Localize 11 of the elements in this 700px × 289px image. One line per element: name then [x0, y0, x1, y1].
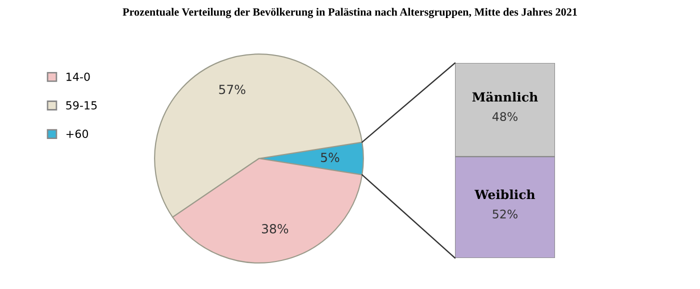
data-label: 5%	[321, 152, 340, 162]
data-label: 38%	[262, 224, 288, 234]
data-label: 48%	[492, 112, 518, 122]
series-label: Weiblich	[474, 190, 536, 200]
data-label: 57%	[219, 84, 246, 94]
series-label: Männlich	[472, 92, 538, 102]
chart-title: Prozentuale Verteilung der Bevölkerung in Palästina nach Altersgruppen, Mitte des Jahres 2021	[122, 8, 577, 18]
legend-label: 59-15	[66, 101, 97, 110]
legend-label: 14-0	[66, 72, 90, 81]
legend-label: +60	[66, 130, 88, 138]
data-label: 52%	[492, 210, 518, 219]
